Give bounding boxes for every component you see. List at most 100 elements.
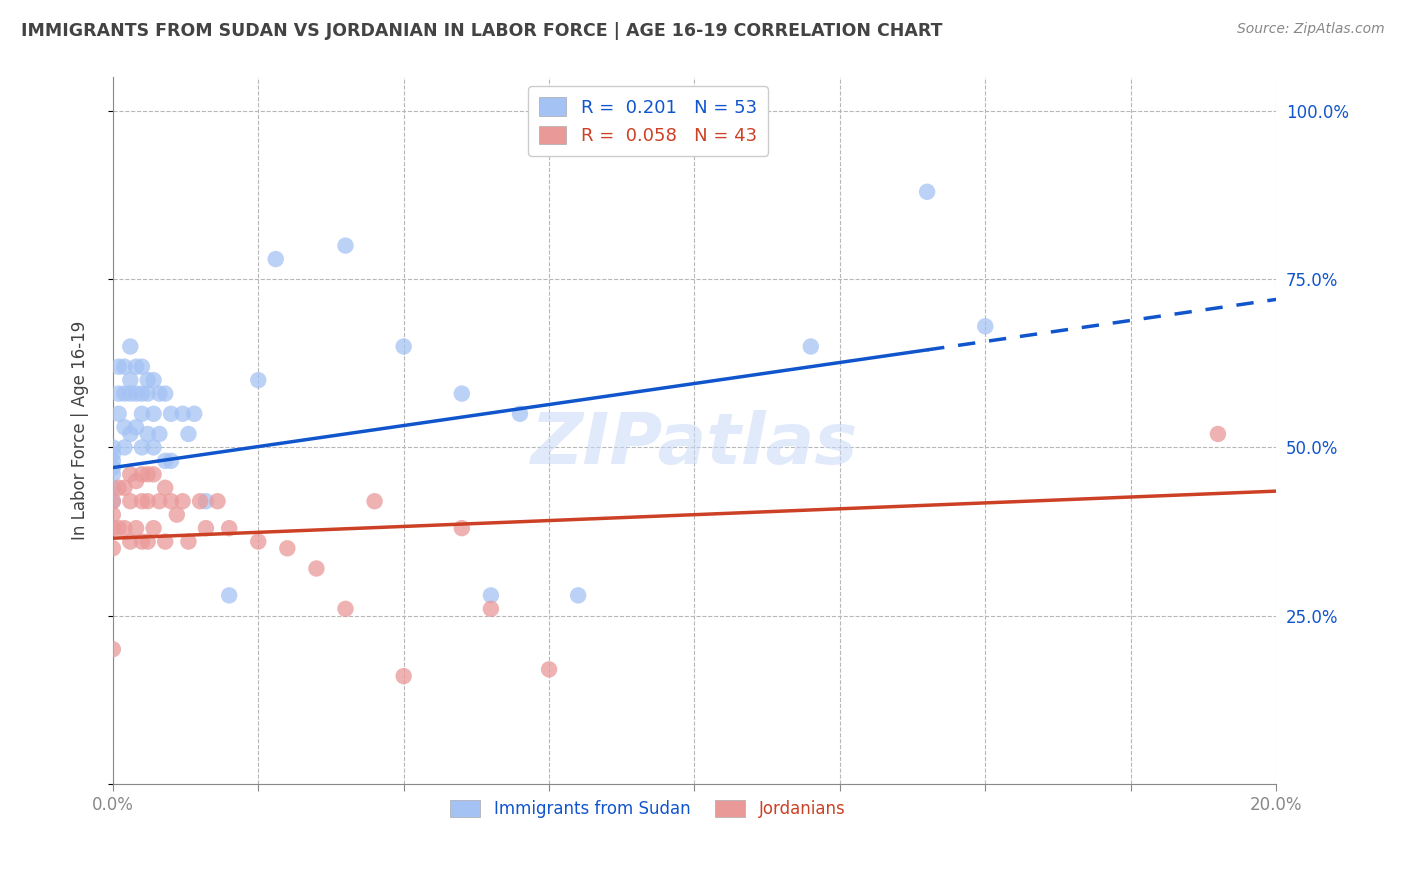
Point <box>131 467 153 482</box>
Text: IMMIGRANTS FROM SUDAN VS JORDANIAN IN LABOR FORCE | AGE 16-19 CORRELATION CHART: IMMIGRANTS FROM SUDAN VS JORDANIAN IN LA… <box>21 22 942 40</box>
Point <box>131 534 153 549</box>
Point <box>120 534 142 549</box>
Point <box>107 407 129 421</box>
Point <box>114 386 136 401</box>
Point <box>567 588 589 602</box>
Point <box>142 521 165 535</box>
Point <box>125 386 148 401</box>
Point <box>125 521 148 535</box>
Point <box>160 494 183 508</box>
Point <box>101 541 124 556</box>
Point <box>136 373 159 387</box>
Point <box>479 602 502 616</box>
Point <box>114 441 136 455</box>
Point <box>131 386 153 401</box>
Point <box>101 508 124 522</box>
Point <box>125 359 148 374</box>
Legend: Immigrants from Sudan, Jordanians: Immigrants from Sudan, Jordanians <box>444 793 852 825</box>
Point <box>101 494 124 508</box>
Point <box>142 407 165 421</box>
Point <box>148 386 170 401</box>
Point <box>218 588 240 602</box>
Point <box>114 359 136 374</box>
Point <box>114 420 136 434</box>
Point <box>142 467 165 482</box>
Point <box>101 454 124 468</box>
Point <box>160 407 183 421</box>
Point <box>131 407 153 421</box>
Point <box>276 541 298 556</box>
Point <box>101 460 124 475</box>
Point <box>114 481 136 495</box>
Point <box>101 642 124 657</box>
Point <box>188 494 211 508</box>
Point <box>107 521 129 535</box>
Point <box>131 441 153 455</box>
Point <box>194 494 217 508</box>
Point <box>207 494 229 508</box>
Point <box>101 447 124 461</box>
Point <box>160 454 183 468</box>
Point <box>450 521 472 535</box>
Point <box>247 534 270 549</box>
Point <box>142 441 165 455</box>
Point <box>915 185 938 199</box>
Point <box>264 252 287 266</box>
Point <box>125 474 148 488</box>
Point <box>479 588 502 602</box>
Point <box>136 386 159 401</box>
Point <box>120 426 142 441</box>
Point <box>131 494 153 508</box>
Point <box>450 386 472 401</box>
Point <box>153 481 176 495</box>
Point <box>392 669 415 683</box>
Point <box>136 426 159 441</box>
Point <box>1206 426 1229 441</box>
Text: ZIPatlas: ZIPatlas <box>531 410 858 479</box>
Point <box>101 494 124 508</box>
Point <box>142 373 165 387</box>
Point <box>136 494 159 508</box>
Point <box>172 494 194 508</box>
Point <box>107 386 129 401</box>
Point <box>177 426 200 441</box>
Point <box>125 420 148 434</box>
Point <box>120 373 142 387</box>
Point <box>247 373 270 387</box>
Point <box>107 359 129 374</box>
Point <box>166 508 188 522</box>
Point <box>120 386 142 401</box>
Point <box>107 481 129 495</box>
Point <box>101 521 124 535</box>
Point <box>136 467 159 482</box>
Point <box>177 534 200 549</box>
Point <box>363 494 385 508</box>
Point <box>120 467 142 482</box>
Point <box>392 339 415 353</box>
Point <box>120 339 142 353</box>
Point <box>335 238 357 252</box>
Point <box>153 386 176 401</box>
Point <box>148 426 170 441</box>
Point <box>335 602 357 616</box>
Point <box>183 407 205 421</box>
Y-axis label: In Labor Force | Age 16-19: In Labor Force | Age 16-19 <box>72 321 89 541</box>
Point <box>305 561 328 575</box>
Point <box>101 481 124 495</box>
Point <box>153 534 176 549</box>
Text: Source: ZipAtlas.com: Source: ZipAtlas.com <box>1237 22 1385 37</box>
Point <box>114 521 136 535</box>
Point <box>131 359 153 374</box>
Point <box>153 454 176 468</box>
Point <box>148 494 170 508</box>
Point <box>194 521 217 535</box>
Point <box>800 339 823 353</box>
Point <box>172 407 194 421</box>
Point <box>120 494 142 508</box>
Point <box>509 407 531 421</box>
Point <box>218 521 240 535</box>
Point <box>101 441 124 455</box>
Point <box>136 534 159 549</box>
Point <box>101 467 124 482</box>
Point <box>974 319 997 334</box>
